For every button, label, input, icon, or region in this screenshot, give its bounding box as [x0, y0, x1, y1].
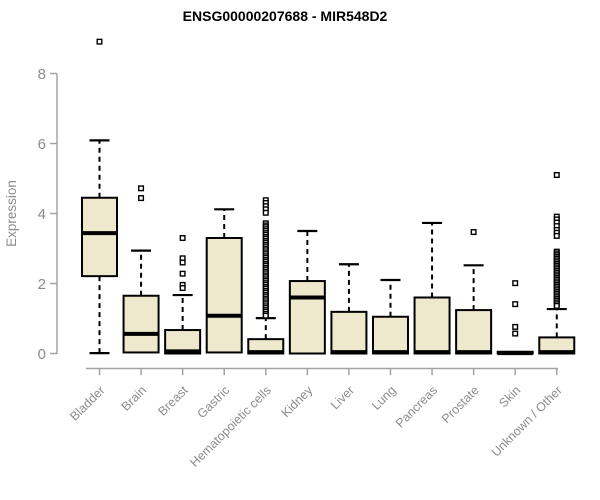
outlier-point-hematopoietic-cells: [262, 209, 269, 216]
outlier-point-skin: [512, 280, 519, 287]
outlier-point-unknown-other: [553, 171, 560, 178]
box-group-unknown-other: [538, 171, 576, 355]
x-tick-label-skin: Skin: [496, 383, 523, 410]
iqr-box-kidney: [288, 280, 326, 355]
chart-title: ENSG00000207688 - MIR548D2: [183, 8, 388, 24]
box-group-hematopoietic-cells: [247, 197, 285, 355]
x-tick-label-bladder: Bladder: [67, 383, 107, 423]
y-tick-label: 0: [38, 346, 46, 363]
x-tick-label-kidney: Kidney: [279, 383, 316, 420]
outlier-point-brain: [138, 185, 145, 192]
x-tick-label-prostate: Prostate: [439, 383, 482, 426]
iqr-box-breast: [164, 329, 202, 355]
outlier-point-unknown-other: [553, 302, 560, 309]
iqr-box-liver: [330, 310, 368, 355]
outlier-point-breast: [179, 270, 186, 277]
y-tick-label: 6: [38, 136, 46, 153]
x-tick-label-hematopoietic-cells: Hematopoietic cells: [187, 383, 274, 470]
outlier-point-breast: [179, 234, 186, 241]
box-group-lung: [371, 278, 409, 355]
outlier-point-brain: [138, 195, 145, 202]
outlier-point-breast: [179, 259, 186, 266]
box-group-gastric: [205, 208, 243, 354]
outlier-point-skin: [512, 330, 519, 337]
box-group-liver: [330, 263, 368, 355]
x-tick-label-gastric: Gastric: [194, 383, 232, 421]
outlier-point-hematopoietic-cells: [262, 312, 269, 319]
box-group-bladder: [81, 38, 118, 355]
outlier-point-skin: [512, 301, 519, 308]
x-tick-label-liver: Liver: [328, 383, 357, 412]
iqr-box-lung: [371, 315, 409, 355]
iqr-box-prostate: [455, 309, 493, 355]
y-tick-label: 8: [38, 66, 46, 83]
x-tick-label-pancreas: Pancreas: [393, 383, 440, 430]
iqr-box-pancreas: [413, 296, 451, 355]
box-group-breast: [164, 234, 202, 355]
iqr-box-brain: [122, 294, 160, 354]
outlier-point-skin: [512, 323, 519, 330]
x-tick-label-breast: Breast: [155, 383, 191, 419]
outlier-point-unknown-other: [553, 232, 560, 239]
outlier-point-prostate: [470, 229, 477, 236]
box-group-kidney: [288, 229, 326, 355]
box-group-brain: [122, 185, 160, 354]
box-group-pancreas: [413, 221, 451, 355]
y-axis-label: Expression: [4, 180, 19, 247]
x-tick-label-unknown-other: Unknown / Other: [489, 383, 565, 459]
x-tick-label-lung: Lung: [369, 383, 399, 413]
outlier-point-breast: [179, 285, 186, 292]
box-series: [81, 38, 576, 356]
box-group-prostate: [455, 229, 493, 355]
outlier-point-bladder: [96, 38, 103, 45]
x-tick-label-brain: Brain: [119, 383, 150, 414]
y-tick-label: 4: [38, 206, 46, 223]
box-group-skin: [496, 280, 534, 356]
iqr-box-gastric: [205, 237, 243, 354]
iqr-box-bladder: [81, 196, 118, 278]
y-tick-label: 2: [38, 276, 46, 293]
